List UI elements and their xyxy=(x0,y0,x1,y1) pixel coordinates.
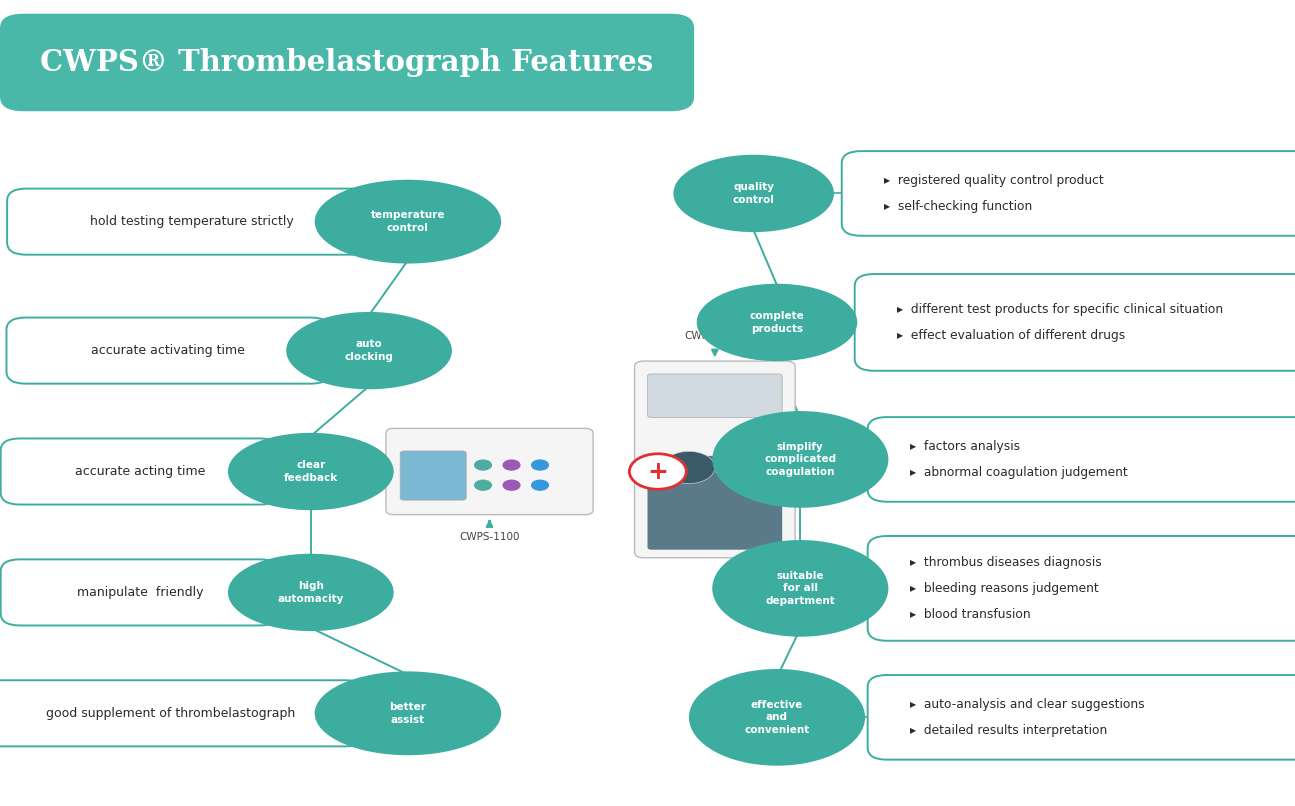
FancyBboxPatch shape xyxy=(6,318,330,384)
Ellipse shape xyxy=(315,671,501,755)
Text: high
automacity: high automacity xyxy=(277,581,344,604)
Ellipse shape xyxy=(689,669,865,766)
FancyBboxPatch shape xyxy=(868,418,1295,501)
Circle shape xyxy=(663,451,715,484)
Text: quality
control: quality control xyxy=(733,182,774,205)
Text: CWPS-8000: CWPS-8000 xyxy=(685,331,745,341)
FancyBboxPatch shape xyxy=(842,152,1295,235)
FancyBboxPatch shape xyxy=(1,438,280,505)
Circle shape xyxy=(531,459,549,471)
Text: ▸  self-checking function: ▸ self-checking function xyxy=(884,200,1032,213)
Text: accurate activating time: accurate activating time xyxy=(92,344,245,357)
Circle shape xyxy=(715,451,767,484)
Ellipse shape xyxy=(228,554,394,631)
Text: CWPS-1100: CWPS-1100 xyxy=(460,532,519,542)
Text: ▸  abnormal coagulation judgement: ▸ abnormal coagulation judgement xyxy=(910,466,1128,479)
Circle shape xyxy=(474,459,492,471)
FancyBboxPatch shape xyxy=(0,14,694,111)
Text: ▸  thrombus diseases diagnosis: ▸ thrombus diseases diagnosis xyxy=(910,556,1102,569)
Text: ▸  registered quality control product: ▸ registered quality control product xyxy=(884,174,1105,187)
Ellipse shape xyxy=(315,180,501,264)
FancyBboxPatch shape xyxy=(0,680,365,746)
Text: better
assist: better assist xyxy=(390,702,426,725)
Circle shape xyxy=(502,480,521,491)
Ellipse shape xyxy=(697,284,857,361)
Ellipse shape xyxy=(712,411,888,508)
Text: ▸  factors analysis: ▸ factors analysis xyxy=(910,440,1020,453)
Text: ▸  blood transfusion: ▸ blood transfusion xyxy=(910,608,1031,621)
Text: effective
and
convenient: effective and convenient xyxy=(745,700,809,735)
Ellipse shape xyxy=(712,540,888,637)
Text: auto
clocking: auto clocking xyxy=(344,339,394,362)
Text: +: + xyxy=(648,459,668,484)
Text: temperature
control: temperature control xyxy=(370,210,445,233)
FancyBboxPatch shape xyxy=(855,274,1295,371)
Circle shape xyxy=(474,480,492,491)
Text: hold testing temperature strictly: hold testing temperature strictly xyxy=(89,215,294,228)
Text: ▸  detailed results interpretation: ▸ detailed results interpretation xyxy=(910,724,1107,737)
Text: manipulate  friendly: manipulate friendly xyxy=(76,586,203,599)
Text: accurate acting time: accurate acting time xyxy=(75,465,205,478)
FancyBboxPatch shape xyxy=(648,374,782,418)
Text: simplify
complicated
coagulation: simplify complicated coagulation xyxy=(764,442,837,477)
Text: CWPS® Thrombelastograph Features: CWPS® Thrombelastograph Features xyxy=(40,48,654,77)
Circle shape xyxy=(502,459,521,471)
FancyBboxPatch shape xyxy=(1,559,280,625)
Circle shape xyxy=(629,454,686,489)
Text: ▸  different test products for specific clinical situation: ▸ different test products for specific c… xyxy=(897,303,1224,316)
Circle shape xyxy=(531,480,549,491)
Text: good supplement of thrombelastograph: good supplement of thrombelastograph xyxy=(47,707,295,720)
Ellipse shape xyxy=(673,155,834,232)
Text: ▸  auto-analysis and clear suggestions: ▸ auto-analysis and clear suggestions xyxy=(910,698,1145,711)
FancyBboxPatch shape xyxy=(6,189,377,255)
FancyBboxPatch shape xyxy=(635,361,795,558)
Ellipse shape xyxy=(286,312,452,389)
FancyBboxPatch shape xyxy=(868,675,1295,759)
Text: clear
feedback: clear feedback xyxy=(284,460,338,483)
FancyBboxPatch shape xyxy=(386,429,593,515)
Text: complete
products: complete products xyxy=(750,311,804,334)
FancyBboxPatch shape xyxy=(648,456,782,550)
Text: ▸  effect evaluation of different drugs: ▸ effect evaluation of different drugs xyxy=(897,329,1125,342)
Ellipse shape xyxy=(228,433,394,510)
FancyBboxPatch shape xyxy=(400,451,466,500)
Text: suitable
for all
department: suitable for all department xyxy=(765,571,835,606)
Text: ▸  bleeding reasons judgement: ▸ bleeding reasons judgement xyxy=(910,582,1099,595)
FancyBboxPatch shape xyxy=(868,536,1295,641)
